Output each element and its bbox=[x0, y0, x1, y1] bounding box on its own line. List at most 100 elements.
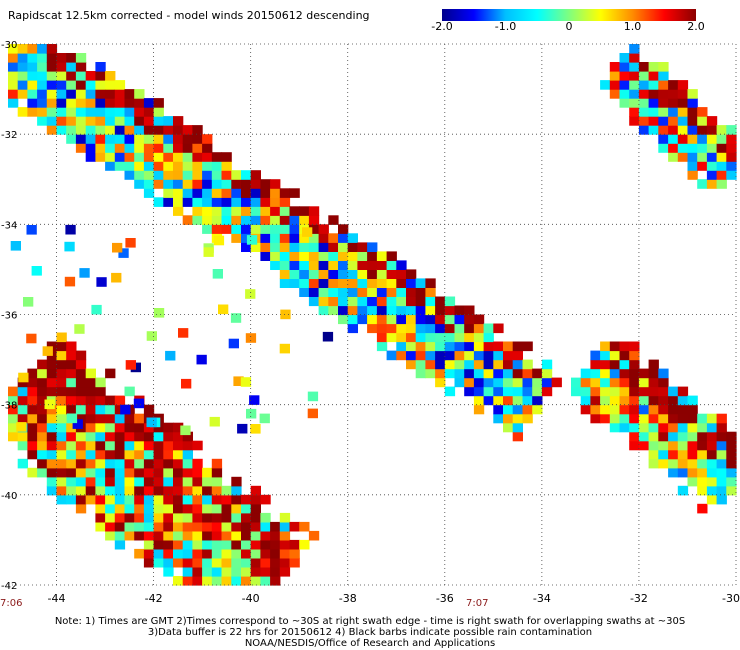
heatmap-cell bbox=[435, 332, 446, 343]
heatmap-cell bbox=[27, 386, 38, 397]
heatmap-cell bbox=[279, 521, 291, 532]
heatmap-cell bbox=[66, 125, 77, 135]
heatmap-cell bbox=[8, 71, 19, 81]
heatmap-cell bbox=[279, 512, 291, 523]
heatmap-cell bbox=[250, 557, 261, 568]
heatmap-cell bbox=[27, 80, 38, 90]
heatmap-cell bbox=[706, 161, 718, 171]
heatmap-cell bbox=[209, 416, 220, 427]
heatmap-cell bbox=[668, 152, 679, 162]
heatmap-cell bbox=[367, 269, 378, 279]
heatmap-cell bbox=[697, 467, 708, 478]
heatmap-cell bbox=[308, 269, 320, 279]
heatmap-cell bbox=[111, 272, 122, 283]
heatmap-cell bbox=[425, 323, 436, 334]
heatmap-cell bbox=[503, 413, 514, 424]
heatmap-cell bbox=[124, 386, 135, 397]
heatmap-cell bbox=[347, 278, 358, 288]
heatmap-cell bbox=[95, 62, 106, 72]
heatmap-cell bbox=[289, 557, 300, 568]
heatmap-cell bbox=[105, 404, 116, 415]
heatmap-cell bbox=[668, 404, 679, 415]
heatmap-cell bbox=[163, 512, 174, 523]
heatmap-cell bbox=[503, 359, 514, 370]
heatmap-cell bbox=[46, 422, 58, 433]
heatmap-cell bbox=[270, 260, 281, 270]
heatmap-cell bbox=[240, 377, 252, 387]
heatmap-cell bbox=[638, 413, 650, 424]
heatmap-cell bbox=[638, 386, 650, 397]
heatmap-cell bbox=[124, 458, 135, 469]
heatmap-cell bbox=[687, 395, 698, 406]
heatmap-cell bbox=[619, 71, 630, 81]
heatmap-cell bbox=[406, 323, 417, 334]
heatmap-cell bbox=[95, 377, 106, 388]
heatmap-cell bbox=[95, 125, 106, 135]
heatmap-cell bbox=[658, 377, 669, 388]
heatmap-cell bbox=[37, 431, 48, 442]
heatmap-cell bbox=[386, 350, 397, 361]
heatmap-cell bbox=[16, 422, 27, 432]
heatmap-cell bbox=[8, 431, 19, 442]
heatmap-cell bbox=[658, 422, 669, 433]
heatmap-cell bbox=[473, 314, 485, 325]
heatmap-cell bbox=[202, 170, 213, 180]
heatmap-cell bbox=[95, 476, 106, 487]
heatmap-cell bbox=[134, 512, 145, 523]
heatmap-cell bbox=[677, 404, 689, 415]
heatmap-cell bbox=[512, 413, 523, 424]
heatmap-cell bbox=[143, 188, 155, 198]
heatmap-cell bbox=[211, 458, 223, 469]
heatmap-cell bbox=[211, 494, 223, 505]
heatmap-cell bbox=[75, 53, 87, 63]
heatmap-cell bbox=[17, 458, 28, 469]
heatmap-cell bbox=[202, 467, 213, 478]
heatmap-cell bbox=[668, 458, 679, 469]
heatmap-cell bbox=[143, 476, 155, 487]
heatmap-cell bbox=[153, 530, 164, 541]
heatmap-cell bbox=[105, 152, 116, 162]
heatmap-cell bbox=[260, 242, 271, 252]
heatmap-cell bbox=[367, 242, 378, 252]
heatmap-cell bbox=[211, 206, 223, 216]
heatmap-cell bbox=[17, 404, 28, 415]
y-tick-label: -40 bbox=[1, 491, 17, 502]
heatmap-cell bbox=[483, 350, 494, 361]
heatmap-cell bbox=[56, 431, 67, 442]
heatmap-cell bbox=[444, 386, 456, 397]
heatmap-cell bbox=[105, 71, 116, 81]
heatmap-cell bbox=[46, 377, 58, 388]
heatmap-cell bbox=[347, 323, 358, 334]
heatmap-cell bbox=[250, 494, 261, 505]
heatmap-cell bbox=[192, 512, 203, 523]
heatmap-cell bbox=[308, 278, 320, 288]
heatmap-cell bbox=[386, 314, 397, 325]
heatmap-cell bbox=[270, 576, 281, 586]
heatmap-cell bbox=[697, 476, 708, 487]
heatmap-cell bbox=[322, 331, 334, 342]
heatmap-cell bbox=[415, 368, 426, 379]
heatmap-cell bbox=[66, 404, 77, 415]
heatmap-cell bbox=[318, 278, 329, 288]
heatmap-cell bbox=[687, 449, 698, 460]
heatmap-cell bbox=[241, 206, 252, 216]
heatmap-cell bbox=[124, 170, 135, 180]
heatmap-cell bbox=[435, 377, 446, 388]
heatmap-cell bbox=[522, 413, 533, 424]
heatmap-cell bbox=[289, 188, 300, 198]
heatmap-cell bbox=[600, 341, 611, 352]
heatmap-cell bbox=[279, 539, 291, 550]
heatmap-cell bbox=[46, 440, 58, 451]
heatmap-cell bbox=[260, 530, 271, 541]
heatmap-cell bbox=[231, 539, 242, 550]
heatmap-cell bbox=[114, 395, 126, 406]
heatmap-cell bbox=[46, 449, 58, 460]
heatmap-cell bbox=[66, 116, 77, 126]
heatmap-cell bbox=[85, 494, 96, 505]
heatmap-cell bbox=[532, 395, 543, 406]
heatmap-cell bbox=[85, 467, 96, 478]
heatmap-cell bbox=[270, 567, 281, 577]
heatmap-cell bbox=[192, 188, 203, 198]
heatmap-cell bbox=[46, 44, 58, 54]
heatmap-cell bbox=[493, 413, 504, 424]
